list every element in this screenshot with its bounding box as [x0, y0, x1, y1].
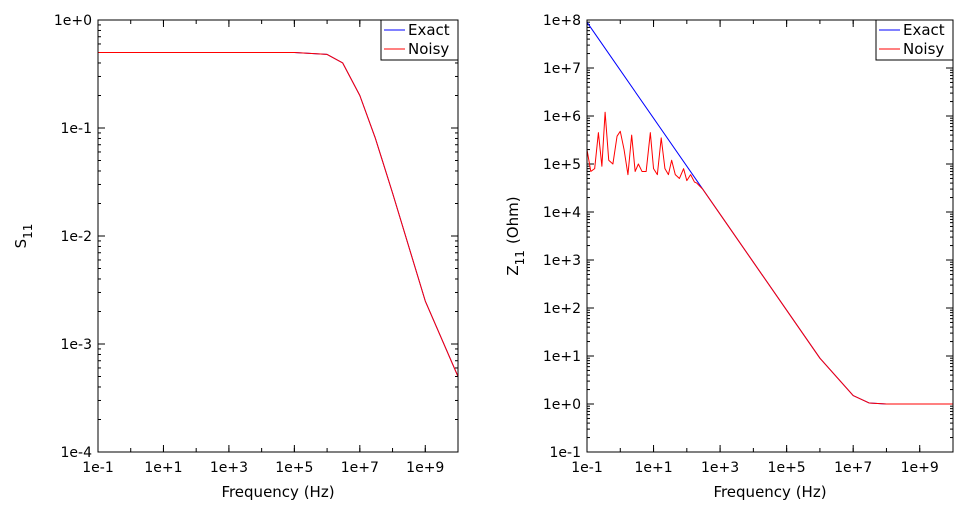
- chart-1-y-tick-label: 1e+3: [543, 253, 581, 269]
- chart-1-y-tick-label: 1e+5: [543, 157, 581, 173]
- chart-0-y-axis-label: S11: [12, 224, 35, 249]
- chart-0-legend-label-noisy: Noisy: [408, 40, 449, 58]
- chart-1-y-tick-label: 1e+4: [543, 205, 581, 221]
- chart-1-x-tick-label: 1e+5: [768, 460, 806, 476]
- chart-1-plot-frame: [586, 19, 954, 453]
- chart-0-plot-area: [98, 52, 458, 377]
- chart-0-x-tick-label: 1e+5: [275, 460, 313, 476]
- chart-1-series-exact-line: [587, 21, 953, 405]
- chart-1-y-tick-label: 1e+8: [543, 13, 581, 29]
- chart-0-x-axis-label: Frequency (Hz): [221, 483, 334, 501]
- chart-0-x-tick-label: 1e+3: [210, 460, 248, 476]
- chart-0-x-tick-label: 1e-1: [82, 460, 113, 476]
- chart-1-x-tick-label: 1e+9: [901, 460, 939, 476]
- chart-1-y-tick-label: 1e+7: [543, 61, 581, 77]
- chart-1-x-tick-label: 1e+7: [834, 460, 872, 476]
- chart-0-y-axis-label-main: S: [12, 239, 30, 249]
- chart-0-y-tick-label: 1e+0: [54, 13, 92, 29]
- chart-1-series-noisy-line: [587, 111, 953, 405]
- chart-0-series-noisy-line: [98, 52, 458, 377]
- chart-0-plot-frame: [97, 19, 459, 453]
- chart-0-y-tick-label: 1e-3: [61, 337, 92, 353]
- chart-z11: 1e-1 1e+1 1e+3 1e+5 1e+7 1e+9 1e-1 1e+0 1e+1 1e+2…: [504, 13, 954, 501]
- chart-0-series-exact-line: [98, 52, 458, 377]
- chart-1-legend-label-exact: Exact: [903, 21, 945, 39]
- chart-0-minor-ticks: [97, 20, 459, 452]
- chart-1-plot-area: [587, 21, 953, 405]
- chart-1-legend-box: [875, 19, 954, 61]
- chart-1-x-tick-label: 1e+3: [701, 460, 739, 476]
- chart-1-x-tick-label: 1e+1: [634, 460, 672, 476]
- chart-0-y-tick-label: 1e-2: [61, 229, 92, 245]
- chart-0-y-tick-label: 1e-4: [61, 445, 93, 461]
- chart-1-y-axis-label: Z11 (Ohm): [504, 196, 527, 275]
- chart-0-y-axis-label-subscript: 11: [21, 224, 35, 239]
- chart-1-minor-ticks: [586, 20, 954, 452]
- chart-0-x-tick-label: 1e+9: [406, 460, 444, 476]
- chart-0-legend-box: [380, 19, 459, 61]
- chart-1-y-tick-label: 1e+2: [543, 301, 581, 317]
- chart-1-y-axis-label-subscript: 11: [513, 250, 527, 265]
- chart-1-y-axis-label-unit: (Ohm): [504, 196, 522, 244]
- chart-1-y-tick-label: 1e+1: [543, 349, 581, 365]
- chart-0-y-tick-label: 1e-1: [61, 121, 92, 137]
- chart-1-x-tick-label: 1e-1: [571, 460, 602, 476]
- chart-1-y-axis-label-main: Z: [504, 265, 522, 275]
- chart-1-y-tick-label: 1e-1: [550, 445, 581, 461]
- chart-1-y-tick-label: 1e+6: [543, 109, 581, 125]
- chart-1-y-tick-label: 1e+0: [543, 397, 581, 413]
- chart-1-x-axis-label: Frequency (Hz): [713, 483, 826, 501]
- chart-0-x-tick-label: 1e+1: [144, 460, 182, 476]
- chart-0-legend-label-exact: Exact: [408, 21, 450, 39]
- chart-s11: 1e-1 1e+1 1e+3 1e+5 1e+7 1e+9 1e-4 1e-3 1e-2 1e-1…: [12, 13, 459, 501]
- chart-1-legend-label-noisy: Noisy: [903, 40, 944, 58]
- chart-0-x-tick-label: 1e+7: [341, 460, 379, 476]
